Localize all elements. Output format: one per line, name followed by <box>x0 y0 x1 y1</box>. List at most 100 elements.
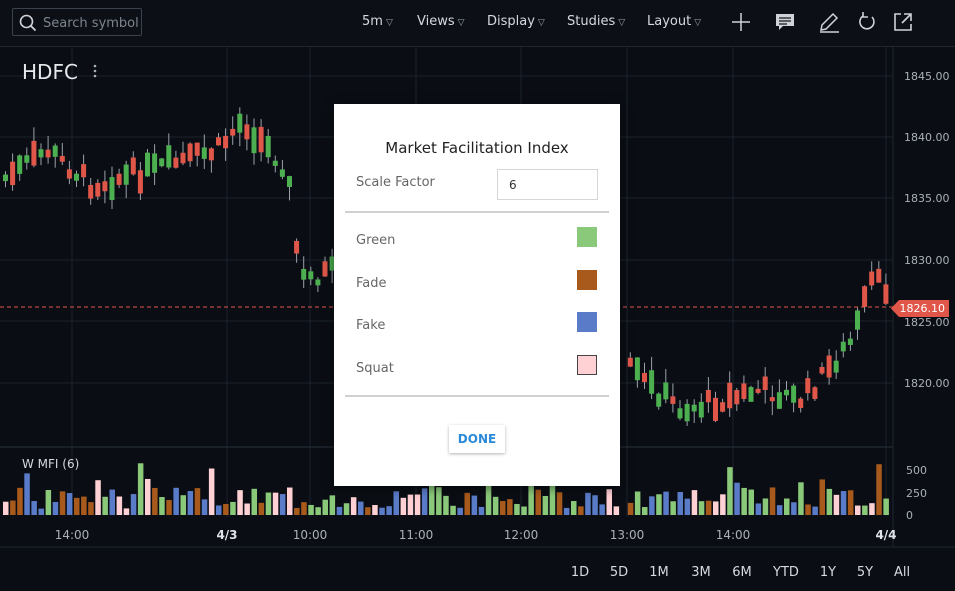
time-axis-label: 13:00 <box>609 528 645 542</box>
indicator-bar <box>272 492 279 515</box>
green-color-swatch[interactable] <box>577 227 597 247</box>
candle-body <box>187 143 193 162</box>
squat-color-swatch[interactable] <box>577 355 597 375</box>
indicator-bar <box>649 496 655 515</box>
indicator-bar <box>329 495 336 515</box>
range-6m-button[interactable]: 6M <box>732 565 752 580</box>
candle-body <box>74 173 79 181</box>
candle-body <box>315 279 321 286</box>
candle-body <box>329 256 335 271</box>
indicator-bar <box>592 495 598 515</box>
indicator-bar <box>265 492 272 515</box>
range-ytd-button[interactable]: YTD <box>773 565 799 580</box>
fade-color-label: Fade <box>356 276 387 291</box>
candle-body <box>634 357 640 381</box>
range-1d-button[interactable]: 1D <box>570 565 590 580</box>
symbol-title: HDFC <box>22 60 78 84</box>
indicator-bar <box>883 498 889 515</box>
candle-body <box>308 271 314 280</box>
candle-body <box>123 164 129 185</box>
indicator-bar <box>521 506 527 515</box>
indicator-bar <box>464 492 470 515</box>
candle-body <box>38 149 44 158</box>
indicator-bar <box>677 491 683 515</box>
candle-body <box>17 155 23 174</box>
display-menu[interactable]: Display ▽ <box>487 14 545 29</box>
chevron-down-icon: ▽ <box>457 18 465 28</box>
candle-body <box>769 397 775 402</box>
candle-body <box>258 126 264 153</box>
indicator-bar <box>194 488 201 515</box>
range-all-button[interactable]: All <box>893 565 911 580</box>
candle-body <box>656 393 662 407</box>
divider <box>345 395 609 397</box>
candle-body <box>116 173 122 185</box>
green-color-label: Green <box>356 233 396 248</box>
candle-body <box>244 124 250 140</box>
views-menu[interactable]: Views ▽ <box>417 14 465 29</box>
mfi-settings-dialog: Market Facilitation Index Scale Factor G… <box>334 104 620 486</box>
more-vertical-icon[interactable] <box>92 63 98 79</box>
candle-body <box>194 142 200 156</box>
time-axis-label: 4/4 <box>875 528 897 542</box>
candle-body <box>705 389 711 403</box>
candle-body <box>649 370 655 394</box>
indicator-bar <box>386 506 392 515</box>
search-box[interactable] <box>12 8 143 36</box>
draw-button[interactable] <box>817 10 841 34</box>
chevron-down-icon: ▽ <box>385 18 393 28</box>
indicator-bar <box>812 506 818 515</box>
candle-body <box>137 170 143 194</box>
popout-button[interactable] <box>891 10 915 34</box>
candle-body <box>713 397 718 421</box>
candle-body <box>720 402 726 412</box>
candle-body <box>88 184 94 199</box>
candle-body <box>833 360 839 373</box>
candle-body <box>31 140 37 166</box>
range-selector: 1D 5D 1M 3M 6M YTD 1Y 5Y All <box>0 565 955 585</box>
scale-factor-input[interactable] <box>497 169 598 200</box>
layout-menu[interactable]: Layout ▽ <box>647 14 701 29</box>
candle-body <box>237 113 243 133</box>
search-input[interactable] <box>41 12 143 34</box>
indicator-bar <box>166 500 172 515</box>
candle-body <box>173 157 179 168</box>
interval-menu[interactable]: 5m ▽ <box>362 14 393 29</box>
time-axis-label: 11:00 <box>398 528 434 542</box>
studies-menu[interactable]: Studies ▽ <box>567 14 625 29</box>
indicator-bar <box>556 492 563 515</box>
fade-color-swatch[interactable] <box>577 270 597 290</box>
reset-button[interactable] <box>855 10 879 34</box>
add-crosshair-button[interactable] <box>729 10 753 34</box>
indicator-bar <box>450 505 456 515</box>
range-3m-button[interactable]: 3M <box>691 565 711 580</box>
comment-button[interactable] <box>773 10 797 34</box>
indicator-bar <box>713 501 719 515</box>
indicator-bar <box>478 506 485 515</box>
indicator-bar <box>258 502 265 515</box>
range-5y-button[interactable]: 5Y <box>856 565 874 580</box>
candle-body <box>251 127 257 154</box>
indicator-bar <box>720 494 726 515</box>
indicator-bar <box>31 501 37 515</box>
candle-body <box>812 387 818 399</box>
candle-body <box>152 153 158 173</box>
candle-body <box>826 355 832 378</box>
indicator-bar <box>457 507 463 515</box>
indicator-bar <box>634 491 641 515</box>
range-1m-button[interactable]: 1M <box>649 565 669 580</box>
indicator-bar <box>17 487 23 515</box>
indicator-bar <box>52 501 59 515</box>
range-1y-button[interactable]: 1Y <box>819 565 837 580</box>
indicator-bar <box>769 487 776 515</box>
candle-body <box>265 135 271 158</box>
indicator-bar <box>436 487 442 515</box>
indicator-bar <box>627 502 634 515</box>
indicator-bar <box>741 487 747 515</box>
range-5d-button[interactable]: 5D <box>609 565 629 580</box>
indicator-bar <box>74 497 80 515</box>
indicator-bar <box>10 500 16 515</box>
done-button[interactable]: DONE <box>449 425 505 453</box>
indicator-axis-label: 500 <box>906 464 927 477</box>
fake-color-swatch[interactable] <box>577 312 597 332</box>
